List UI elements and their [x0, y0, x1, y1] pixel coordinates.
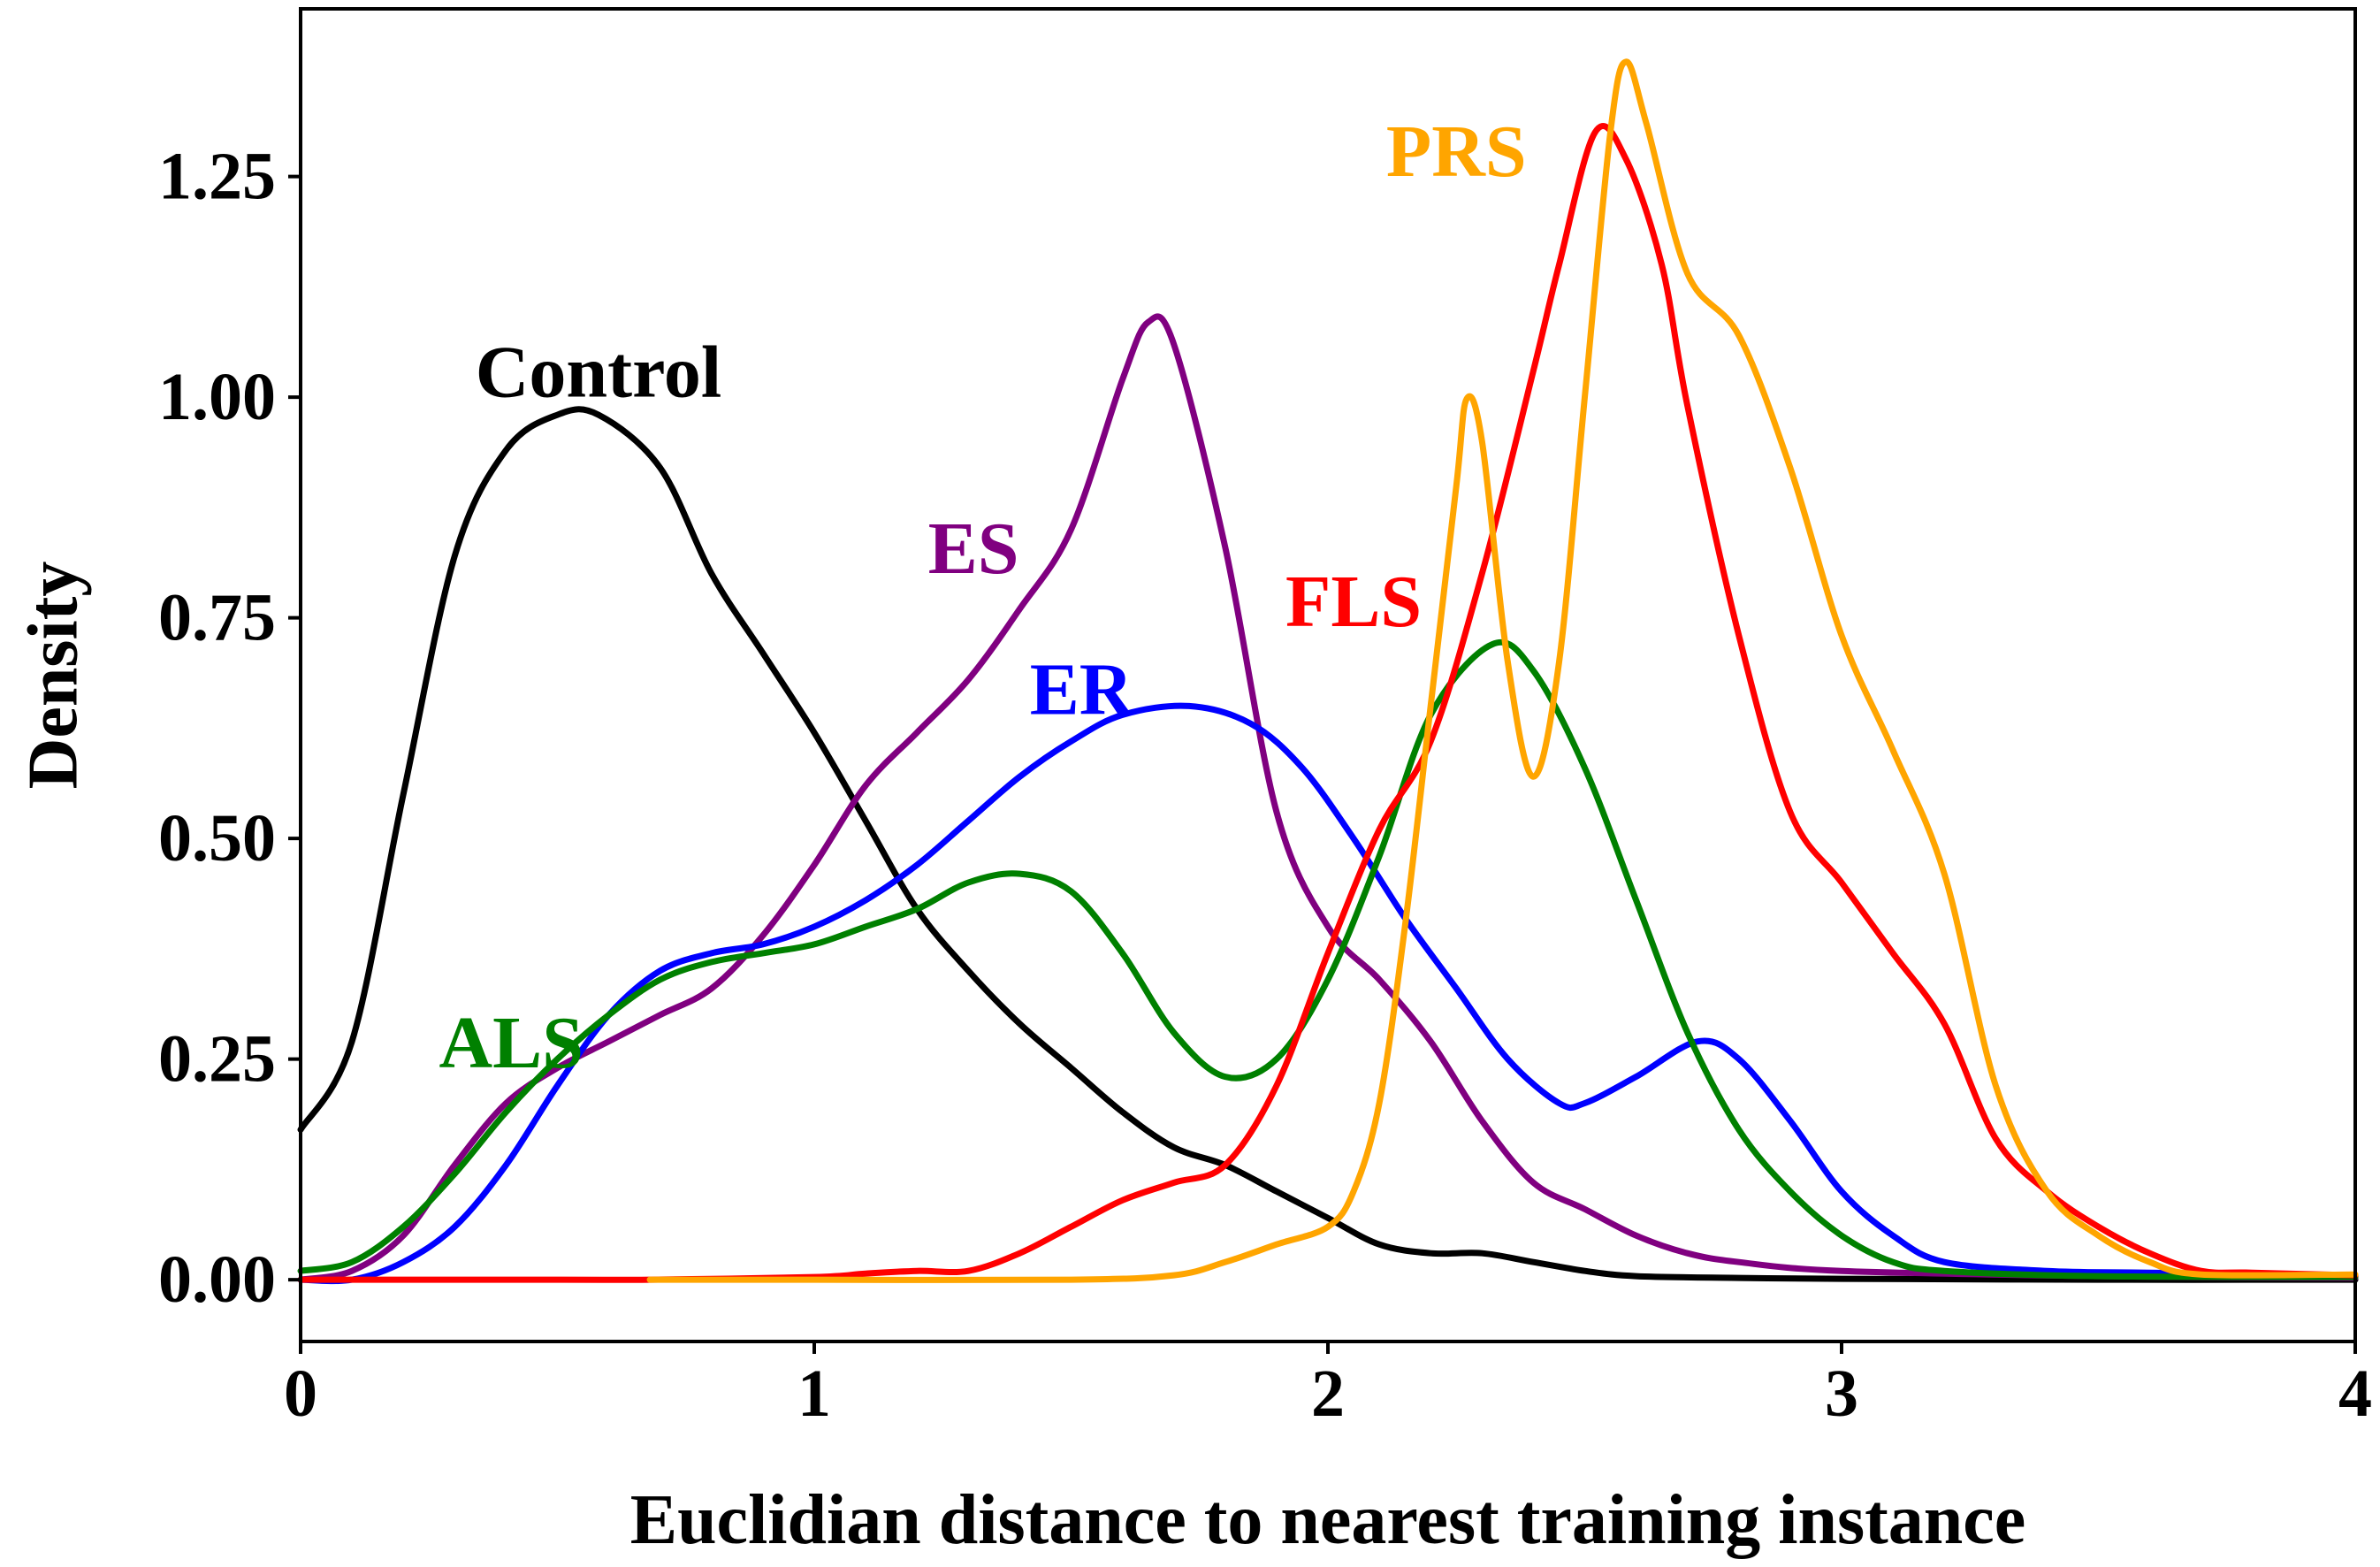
y-tick-label: 0.25 — [158, 1022, 276, 1097]
x-tick-label: 3 — [1825, 1357, 1858, 1431]
series-line-prs — [646, 58, 2359, 1283]
x-axis-ticks: 0 1 2 3 4 — [284, 1342, 2372, 1431]
series-label-control: Control — [476, 331, 721, 413]
y-tick-label: 1.25 — [158, 140, 276, 214]
series-label-als: ALS — [439, 1002, 584, 1084]
series-curves — [297, 58, 2359, 1285]
x-tick-label: 0 — [284, 1357, 317, 1431]
series-line-es — [297, 313, 2359, 1283]
y-axis-ticks: 0.00 0.25 0.50 0.75 1.00 1.25 — [158, 140, 301, 1317]
series-label-fls: FLS — [1285, 561, 1422, 643]
y-tick-label: 1.00 — [158, 360, 276, 434]
y-tick-label: 0.00 — [158, 1242, 276, 1317]
y-tick-label: 0.75 — [158, 581, 276, 655]
series-line-control — [297, 406, 2359, 1283]
x-tick-label: 1 — [797, 1357, 831, 1431]
series-label-prs: PRS — [1386, 111, 1527, 193]
series-label-er: ER — [1030, 649, 1134, 731]
y-axis-title: Density — [14, 562, 92, 790]
series-label-es: ES — [928, 508, 1019, 590]
x-tick-label: 4 — [2338, 1357, 2372, 1431]
y-tick-label: 0.50 — [158, 801, 276, 875]
x-tick-label: 2 — [1311, 1357, 1345, 1431]
series-line-fls — [297, 123, 2359, 1283]
series-line-als — [297, 638, 2359, 1280]
x-axis-title: Euclidian distance to nearest training i… — [630, 1481, 2026, 1559]
